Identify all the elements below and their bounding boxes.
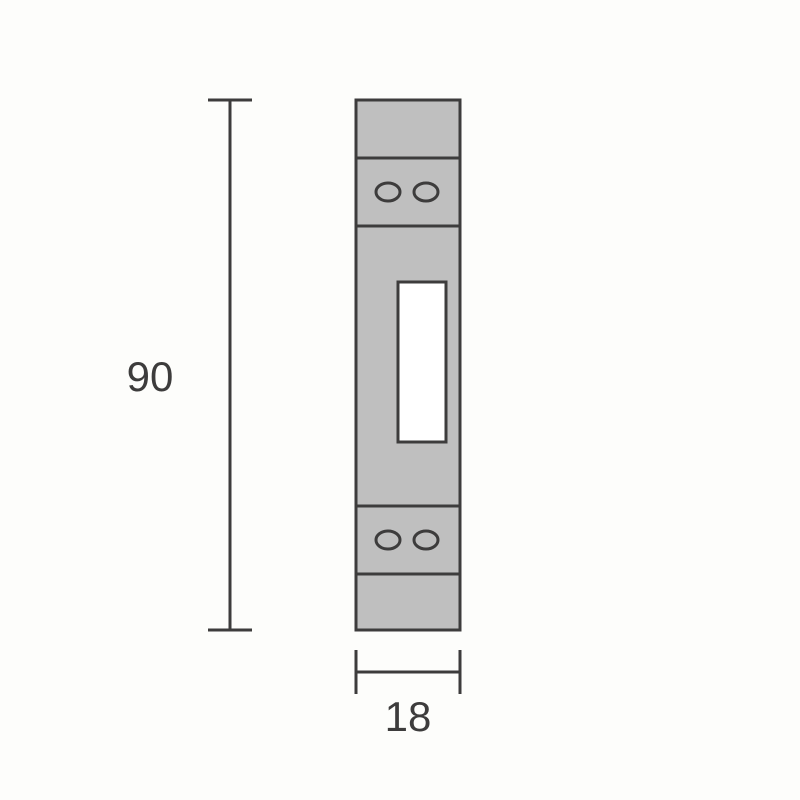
dim-width-label: 18 [385, 693, 432, 740]
dim-height-label: 90 [127, 353, 174, 400]
terminal-hole-top-0 [376, 183, 400, 201]
terminal-hole-bottom-1 [414, 531, 438, 549]
terminal-hole-top-1 [414, 183, 438, 201]
terminal-hole-bottom-0 [376, 531, 400, 549]
device-window [398, 282, 446, 442]
